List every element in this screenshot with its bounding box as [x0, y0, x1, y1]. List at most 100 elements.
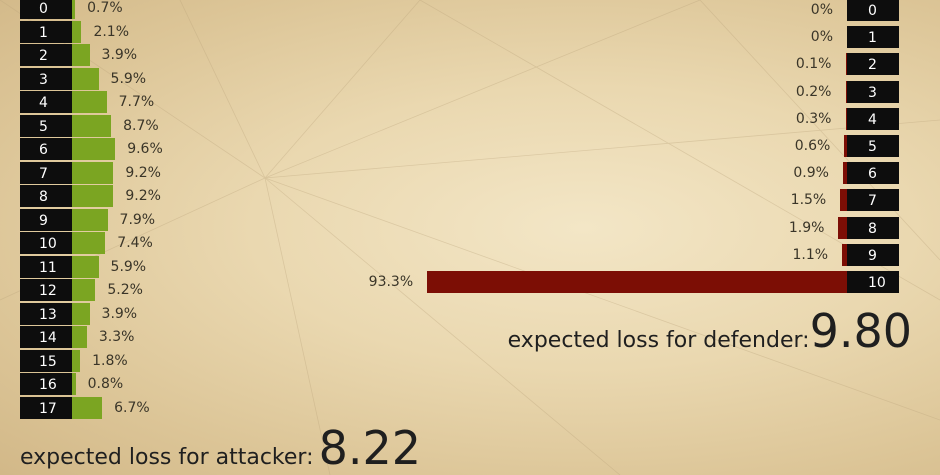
attacker-bar [72, 91, 107, 113]
attacker-bar [72, 161, 114, 184]
attacker-loss-count: 12 [20, 279, 72, 301]
attacker-bar [72, 208, 108, 231]
defender-row-7: 7 1.5% [0, 189, 940, 212]
attacker-row-8: 8 9.2% [0, 185, 400, 207]
defender-bar [845, 53, 847, 76]
defender-row-4: 4 0.3% [0, 107, 940, 130]
attacker-row-10: 10 7.4% [0, 232, 400, 254]
attacker-loss-count: 14 [20, 326, 72, 348]
attacker-loss-count: 15 [20, 349, 72, 372]
attacker-bar [72, 0, 76, 19]
attacker-row-1: 1 2.1% [0, 20, 400, 43]
attacker-row-17: 17 6.7% [0, 396, 400, 419]
defender-row-9: 9 1.1% [0, 243, 940, 266]
defender-loss-count: 2 [847, 53, 899, 76]
attacker-percent-label: 3.9% [101, 305, 138, 322]
attacker-loss-count: 5 [20, 114, 72, 137]
attacker-percent-label: 9.2% [125, 164, 161, 181]
attacker-row-7: 7 9.2% [0, 161, 400, 184]
attacker-row-4: 4 7.7% [0, 91, 400, 113]
defender-percent-label: 0.2% [795, 83, 832, 100]
attacker-percent-label: 3.3% [98, 329, 135, 345]
attacker-percent-label: 5.2% [107, 282, 143, 298]
attacker-loss-count: 7 [20, 161, 72, 184]
defender-row-0: 0 0% [0, 0, 940, 21]
defender-bar [840, 189, 847, 212]
defender-percent-label: 0% [810, 2, 833, 18]
defender-percent-label: 1.1% [792, 246, 829, 263]
attacker-expected-loss-value: 8.22 [318, 421, 422, 475]
attacker-loss-count: 10 [20, 232, 72, 254]
defender-bar [842, 162, 847, 185]
defender-percent-label: 0% [810, 29, 833, 46]
defender-row-1: 1 0% [0, 26, 940, 49]
defender-bar [845, 107, 847, 130]
defender-percent-label: 1.5% [790, 192, 827, 209]
attacker-bar [72, 255, 99, 278]
attacker-percent-label: 0.8% [87, 376, 124, 392]
defender-loss-count: 3 [847, 80, 899, 103]
attacker-bar [72, 349, 81, 372]
attacker-expected-loss: expected loss for attacker: 8.22 [20, 425, 421, 471]
attacker-percent-label: 2.1% [93, 23, 130, 40]
attacker-loss-count: 0 [20, 0, 72, 19]
defender-row-3: 3 0.2% [0, 80, 940, 103]
attacker-row-6: 6 9.6% [0, 138, 400, 160]
attacker-percent-label: 9.2% [125, 188, 161, 204]
attacker-bar [72, 67, 99, 90]
attacker-row-11: 11 5.9% [0, 255, 400, 278]
defender-percent-label: 0.3% [795, 110, 832, 127]
attacker-loss-count: 1 [20, 20, 72, 43]
attacker-percent-label: 7.9% [119, 211, 156, 228]
attacker-loss-count: 4 [20, 91, 72, 113]
attacker-row-0: 0 0.7% [0, 0, 400, 19]
attacker-row-9: 9 7.9% [0, 208, 400, 231]
defender-loss-count: 7 [847, 189, 899, 212]
defender-bar [838, 216, 847, 239]
attacker-percent-label: 7.4% [117, 235, 153, 251]
attacker-expected-loss-label: expected loss for attacker: [20, 445, 314, 470]
attacker-loss-count: 17 [20, 396, 72, 419]
attacker-bar [72, 326, 87, 348]
defender-expected-loss-label: expected loss for defender: [507, 328, 810, 353]
defender-loss-count: 0 [847, 0, 899, 21]
attacker-bar [72, 302, 90, 325]
defender-bar [845, 80, 847, 103]
defender-percent-label: 0.1% [795, 56, 832, 73]
attacker-percent-label: 5.9% [110, 258, 147, 275]
defender-loss-count: 6 [847, 162, 899, 185]
attacker-loss-count: 13 [20, 302, 72, 325]
defender-loss-count: 9 [847, 243, 899, 266]
attacker-loss-count: 16 [20, 373, 72, 395]
defender-row-2: 2 0.1% [0, 53, 940, 76]
defender-row-8: 8 1.9% [0, 216, 940, 239]
attacker-loss-count: 11 [20, 255, 72, 278]
defender-percent-label: 1.9% [788, 219, 825, 236]
defender-loss-count: 4 [847, 107, 899, 130]
attacker-row-5: 5 8.7% [0, 114, 400, 137]
attacker-bar [72, 185, 114, 207]
attacker-percent-label: 9.6% [127, 141, 163, 157]
attacker-loss-count: 6 [20, 138, 72, 160]
defender-loss-count: 5 [847, 135, 899, 157]
attacker-loss-count: 3 [20, 67, 72, 90]
attacker-bar [72, 232, 106, 254]
attacker-percent-label: 1.8% [92, 352, 128, 369]
defender-row-5: 5 0.6% [0, 135, 940, 157]
attacker-bar [72, 20, 82, 43]
attacker-row-13: 13 3.9% [0, 302, 400, 325]
attacker-row-3: 3 5.9% [0, 67, 400, 90]
defender-bar [844, 135, 847, 157]
attacker-bar [72, 114, 112, 137]
defender-bar [842, 243, 847, 266]
attacker-row-14: 14 3.3% [0, 326, 400, 348]
defender-loss-count: 10 [847, 271, 899, 293]
attacker-row-15: 15 1.8% [0, 349, 400, 372]
attacker-percent-label: 3.9% [101, 47, 138, 63]
attacker-loss-count: 8 [20, 185, 72, 207]
attacker-percent-label: 5.9% [110, 70, 147, 87]
defender-percent-label: 93.3% [368, 274, 414, 290]
attacker-bar [72, 373, 76, 395]
defender-loss-count: 8 [847, 216, 899, 239]
defender-expected-loss: expected loss for defender:9.80 [508, 308, 912, 354]
